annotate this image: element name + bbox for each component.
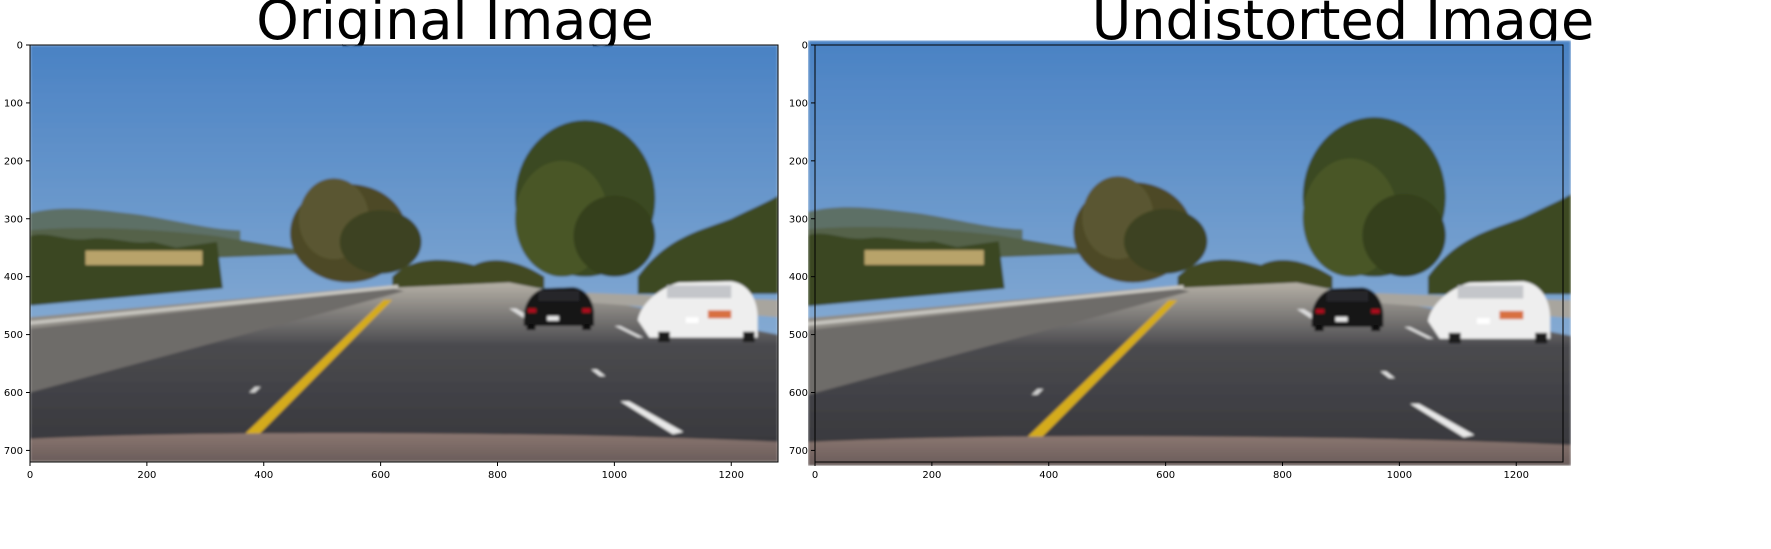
x-tick-label: 1000 — [602, 470, 627, 481]
x-tick-label: 600 — [1156, 470, 1175, 481]
y-tick-label: 700 — [789, 446, 808, 457]
original-image — [30, 45, 779, 463]
y-tick-label: 0 — [802, 41, 808, 52]
original-image-panel: 0 200 400 600 800 1000 1200 0 100 200 300 400 500 60… — [4, 41, 779, 481]
x-tick-label: 800 — [1273, 470, 1292, 481]
y-tick-label: 100 — [4, 98, 23, 109]
undistorted-image-panel: 0 200 400 600 800 1000 1200 0 100 200 300 400 500 60… — [789, 40, 1571, 481]
x-tick-label: 400 — [1039, 470, 1058, 481]
y-tick-label: 500 — [4, 330, 23, 341]
x-tick-label: 0 — [27, 470, 33, 481]
x-tick-label: 800 — [488, 470, 507, 481]
x-tick-label: 0 — [812, 470, 818, 481]
y-tick-label: 400 — [789, 272, 808, 283]
y-tick-label: 200 — [789, 156, 808, 167]
x-tick-label: 400 — [254, 470, 273, 481]
y-tick-label: 600 — [789, 388, 808, 399]
undistorted-image — [807, 40, 1571, 466]
x-tick-label: 600 — [371, 470, 390, 481]
y-tick-label: 200 — [4, 156, 23, 167]
panel-title-original: Original Image — [256, 0, 654, 52]
x-tick-label: 1000 — [1387, 470, 1412, 481]
y-tick-label: 0 — [17, 41, 23, 52]
x-tick-label: 200 — [137, 470, 156, 481]
y-tick-label: 700 — [4, 446, 23, 457]
y-tick-label: 600 — [4, 388, 23, 399]
y-tick-label: 500 — [789, 330, 808, 341]
y-tick-label: 100 — [789, 98, 808, 109]
y-tick-label: 400 — [4, 272, 23, 283]
x-tick-label: 1200 — [719, 470, 744, 481]
y-tick-label: 300 — [789, 214, 808, 225]
y-tick-label: 300 — [4, 214, 23, 225]
x-tick-label: 200 — [922, 470, 941, 481]
undistorted-axes-frame — [814, 44, 1564, 463]
panel-title-undistorted: Undistorted Image — [1091, 0, 1595, 52]
original-axes-frame — [29, 44, 779, 463]
x-tick-label: 1200 — [1504, 470, 1529, 481]
